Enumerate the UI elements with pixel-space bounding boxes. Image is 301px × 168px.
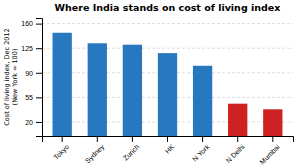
bar xyxy=(53,33,72,136)
y-tick: 20 xyxy=(25,119,42,126)
x-tick-mark xyxy=(97,136,98,142)
y-axis-title-line: Cost of living index, Dec 2012 xyxy=(3,28,11,126)
y-tick-mark xyxy=(36,122,42,123)
title: Where India stands on cost of living ind… xyxy=(55,2,281,13)
x-tick-mark xyxy=(237,136,238,142)
y-tick: 125 xyxy=(21,45,42,52)
x-tick: Sydney xyxy=(84,136,107,165)
x-tick-mark xyxy=(272,136,273,142)
x-tick-label: Tokyo xyxy=(52,143,71,162)
x-axis: Tokyo Sydney Zurich HK N York N Delhi Mumbai xyxy=(43,136,294,166)
y-tick-mark xyxy=(36,24,42,25)
x-tick: HK xyxy=(164,136,176,155)
grid-line xyxy=(42,48,293,49)
y-axis-title: Cost of living index, Dec 2012(New York … xyxy=(3,28,19,126)
y-tick-label: 90 xyxy=(25,70,33,77)
x-tick: N Delhi xyxy=(225,136,246,164)
y-axis-line xyxy=(36,19,43,137)
bar xyxy=(193,66,212,136)
x-tick: Mumbai xyxy=(258,136,281,166)
bar xyxy=(123,45,142,136)
y-tick-label: 55 xyxy=(25,94,33,101)
grid-line xyxy=(42,23,293,24)
x-tick-mark xyxy=(62,136,63,142)
chart: Where India stands on cost of living ind… xyxy=(0,0,301,168)
x-tick-label: Mumbai xyxy=(258,143,281,166)
x-tick-label: Sydney xyxy=(84,143,107,166)
y-axis: 20 55 90 125 160 xyxy=(21,19,42,137)
x-tick: Tokyo xyxy=(52,136,71,162)
x-tick-mark xyxy=(202,136,203,142)
x-tick-mark xyxy=(132,136,133,142)
bar xyxy=(158,53,177,136)
y-tick-mark xyxy=(36,73,42,74)
x-tick-mark xyxy=(167,136,168,142)
y-tick-label: 125 xyxy=(21,45,33,52)
y-tick-mark xyxy=(36,97,42,98)
bars xyxy=(53,33,283,136)
bar xyxy=(263,109,282,136)
y-tick: 160 xyxy=(21,20,42,27)
y-axis-title-line: (New York = 100) xyxy=(11,49,19,106)
x-tick-label: N Delhi xyxy=(225,143,246,164)
x-tick: N York xyxy=(191,136,211,163)
bar xyxy=(88,43,107,136)
x-axis-line xyxy=(43,137,294,143)
x-tick-label: Zurich xyxy=(122,143,141,162)
x-tick-label: N York xyxy=(191,143,211,163)
plot: 20 55 90 125 160 Tokyo Sydney Zurich HK N York N D… xyxy=(21,19,293,166)
y-tick: 55 xyxy=(25,94,42,101)
y-tick-label: 20 xyxy=(25,119,33,126)
y-tick: 90 xyxy=(25,70,42,77)
x-tick-label: HK xyxy=(164,143,176,155)
y-tick-mark xyxy=(36,48,42,49)
x-tick: Zurich xyxy=(122,136,141,162)
bar xyxy=(228,104,247,136)
y-tick-label: 160 xyxy=(21,20,33,27)
